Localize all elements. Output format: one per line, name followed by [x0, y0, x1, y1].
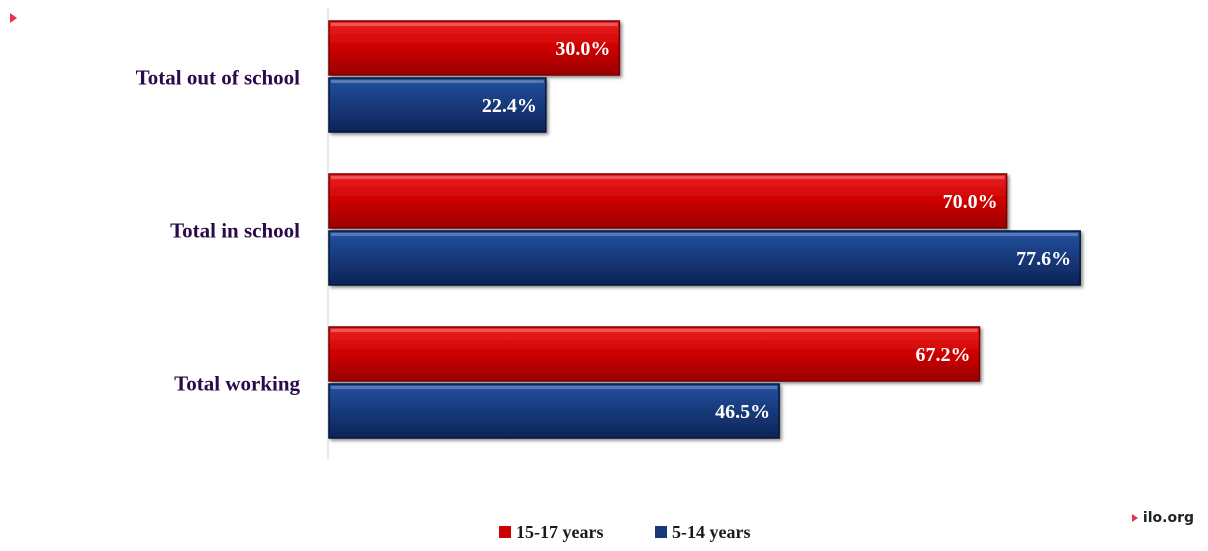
legend-swatch-1: [655, 526, 667, 538]
footer-brand-text: ilo.org: [1142, 510, 1194, 526]
bar-15-17-years-total-out-of-school: [328, 20, 621, 76]
bar-value-label: 77.6%: [1016, 248, 1071, 270]
category-label: Total out of school: [136, 66, 300, 90]
corner-arrow-icon: [10, 13, 17, 23]
bar-15-17-years-total-working: [328, 326, 981, 382]
legend-label-0: 15-17 years: [516, 522, 603, 542]
bar-value-label: 30.0%: [555, 38, 610, 60]
bar-15-17-years-total-in-school: [328, 173, 1008, 229]
bar-value-label: 22.4%: [482, 95, 537, 117]
bar-5-14-years-total-working: [328, 383, 780, 439]
bar-5-14-years-total-out-of-school: [328, 77, 547, 133]
bar-highlight: [331, 386, 778, 389]
legend-swatch-0: [499, 526, 511, 538]
footer-arrow-icon: [1131, 514, 1138, 522]
bar-value-label: 70.0%: [943, 191, 998, 213]
bar-highlight: [331, 329, 978, 332]
bar-value-label: 46.5%: [715, 401, 770, 423]
bar-highlight: [331, 23, 618, 26]
category-label: Total in school: [170, 219, 300, 243]
footer-brand[interactable]: ilo.org: [1131, 510, 1194, 526]
legend-label-1: 5-14 years: [672, 522, 750, 542]
bar-5-14-years-total-in-school: [328, 230, 1081, 286]
category-label: Total working: [174, 372, 300, 396]
bar-highlight: [331, 176, 1005, 179]
bar-highlight: [331, 80, 544, 83]
bar-highlight: [331, 233, 1079, 236]
bar-value-label: 67.2%: [915, 344, 970, 366]
